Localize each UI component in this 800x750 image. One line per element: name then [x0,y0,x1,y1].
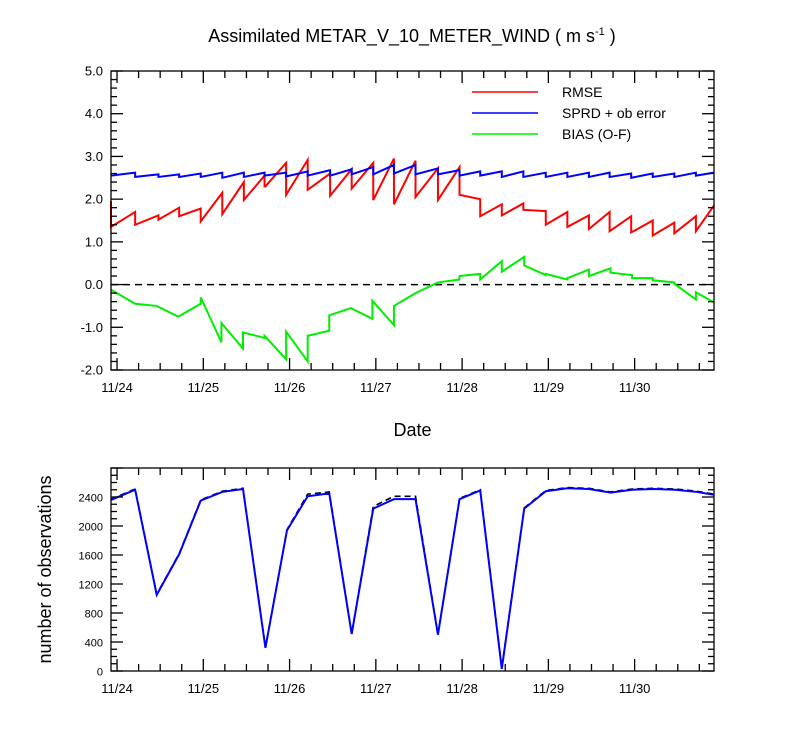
top-xtick-label: 11/27 [360,380,392,395]
top-xtick-label: 11/24 [101,380,133,395]
top-panel: -2.0-1.00.01.02.03.04.05.0 11/24 11/25 11/… [81,64,715,440]
top-series-sprd-ob-error [110,163,715,180]
legend-label-sprd: SPRD + ob error [562,105,666,121]
chart-title-superscript: -1 [595,26,605,38]
top-ytick-label: -1.0 [81,320,103,335]
top-xtick-labels: 11/24 11/25 11/26 11/27 11/28 11/29 11/30 [101,380,650,395]
top-ytick-label: 3.0 [85,149,103,164]
bottom-ytick-label: 2000 [79,522,103,534]
chart-title-main: Assimilated METAR_V_10_METER_WIND ( m s [208,26,595,47]
bottom-ytick-label: 0 [97,667,103,679]
bottom-series-used [110,487,715,669]
top-xtick-label: 11/29 [533,380,565,395]
top-xtick-label: 11/25 [188,380,220,395]
top-xtick-label: 11/28 [446,380,478,395]
bottom-xtick-labels: 11/24 11/25 11/26 11/27 11/28 11/29 11/30 [101,681,650,696]
chart-title-close: ) [605,26,616,46]
top-xtick-label: 11/26 [274,380,306,395]
chart-title: Assimilated METAR_V_10_METER_WIND ( m s-… [208,26,616,47]
bottom-ytick-label: 800 [85,609,103,621]
top-xtick-label: 11/30 [619,380,651,395]
top-ytick-label: 2.0 [85,192,103,207]
bottom-xtick-label: 11/24 [101,681,133,696]
top-series-bias-o-f [110,254,715,365]
bottom-series-group [110,486,715,669]
top-xaxis-title: Date [393,420,431,440]
top-ytick-label: 5.0 [85,64,103,79]
bottom-ytick-labels: 0 400 800 1200 1600 2000 2400 [79,493,103,679]
top-ytick-labels: -2.0 -1.0 0.0 1.0 2.0 3.0 4.0 5.0 [81,64,103,378]
bottom-yaxis-title: number of observations [35,475,55,663]
top-ytick-label: 4.0 [85,106,103,121]
top-plot-frame [110,70,715,371]
top-ytick-label: -2.0 [81,363,103,378]
bottom-ytick-label: 2400 [79,493,103,505]
bottom-xtick-label: 11/25 [188,681,220,696]
bottom-xtick-label: 11/27 [360,681,392,696]
top-series-group [110,156,715,365]
legend: RMSE SPRD + ob error BIAS (O-F) [472,84,666,142]
top-ytick-label: 1.0 [85,234,103,249]
bottom-xtick-label: 11/26 [274,681,306,696]
legend-label-bias: BIAS (O-F) [562,126,631,142]
bottom-tick-group [111,467,714,672]
bottom-xtick-label: 11/29 [533,681,565,696]
bottom-xtick-label: 11/30 [619,681,651,696]
bottom-ytick-label: 400 [85,638,103,650]
bottom-ytick-label: 1600 [79,551,103,563]
bottom-xtick-label: 11/28 [446,681,478,696]
top-tick-group [111,70,714,371]
top-ytick-label: 0.0 [85,277,103,292]
bottom-series-possible [110,486,715,668]
top-series-rmse [110,156,715,238]
legend-label-rmse: RMSE [562,84,602,100]
bottom-ytick-label: 1200 [79,580,103,592]
